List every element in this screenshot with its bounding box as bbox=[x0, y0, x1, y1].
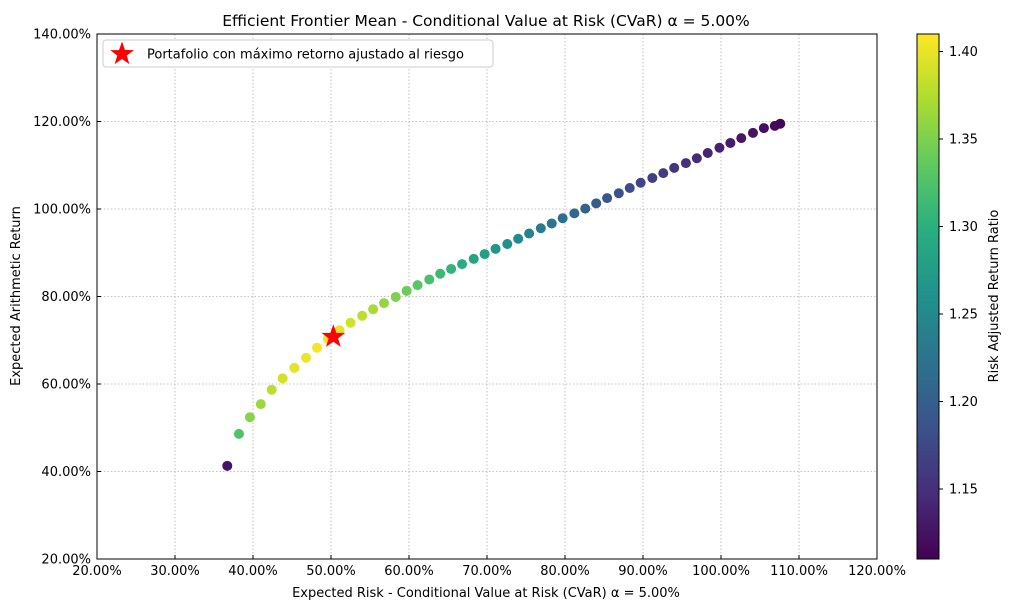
colorbar: 1.15 1.20 1.25 1.30 1.35 1.40 Risk Adjusted R… bbox=[916, 33, 1002, 560]
colorbar-tick-label: 1.15 bbox=[949, 483, 978, 498]
scatter-point bbox=[412, 280, 423, 291]
scatter-point bbox=[457, 259, 468, 270]
x-axis-label: Expected Risk - Conditional Value at Ris… bbox=[292, 586, 680, 601]
scatter-point bbox=[435, 268, 446, 279]
x-tick-label: 110.00% bbox=[770, 564, 828, 579]
scatter-point bbox=[502, 239, 513, 249]
scatter-point bbox=[446, 263, 457, 274]
scatter-point bbox=[591, 198, 602, 209]
scatter-point bbox=[535, 223, 546, 234]
y-axis-label: Expected Arithmetic Return bbox=[9, 206, 24, 386]
scatter-point bbox=[669, 162, 680, 173]
colorbar-tick-label: 1.30 bbox=[949, 220, 978, 235]
scatter-point bbox=[289, 362, 300, 373]
scatter-point bbox=[557, 213, 568, 224]
scatter-point bbox=[301, 352, 312, 363]
x-tick-label: 70.00% bbox=[462, 564, 512, 579]
y-tick-label: 20.00% bbox=[41, 553, 91, 568]
x-tick-label: 100.00% bbox=[692, 564, 750, 579]
legend-star-marker bbox=[110, 41, 134, 65]
scatter-point bbox=[266, 384, 277, 395]
scatter-point bbox=[680, 158, 691, 169]
scatter-point bbox=[222, 460, 233, 471]
colorbar-ticks: 1.15 1.20 1.25 1.30 1.35 1.40 bbox=[939, 45, 978, 498]
scatter-point bbox=[513, 233, 524, 244]
colorbar-tick-label: 1.25 bbox=[949, 308, 978, 323]
colorbar-gradient bbox=[917, 34, 939, 559]
y-axis-ticks: 20.00% 40.00% 60.00% 80.00% 100.00% 120.00% 14… bbox=[33, 28, 101, 568]
scatter-point bbox=[401, 285, 412, 296]
scatter-point bbox=[390, 291, 401, 302]
colorbar-tick-label: 1.35 bbox=[949, 133, 978, 148]
scatter-point bbox=[233, 428, 244, 439]
x-tick-label: 20.00% bbox=[72, 564, 122, 579]
scatter-point bbox=[468, 253, 479, 264]
x-tick-label: 80.00% bbox=[540, 564, 590, 579]
scatter-point bbox=[602, 193, 613, 204]
colorbar-frame bbox=[916, 33, 940, 560]
scatter-point bbox=[334, 325, 345, 336]
scatter-point bbox=[613, 188, 624, 199]
scatter-point bbox=[277, 373, 288, 384]
scatter-point bbox=[357, 310, 368, 321]
y-tick-label: 140.00% bbox=[33, 28, 91, 43]
scatter-point bbox=[569, 208, 580, 219]
scatter-point bbox=[490, 243, 501, 254]
scatter-point bbox=[580, 203, 591, 214]
scatter-point bbox=[524, 228, 535, 239]
data-points bbox=[222, 118, 786, 471]
scatter-point bbox=[714, 142, 725, 153]
legend: Portafolio con máximo retorno ajustado a… bbox=[102, 39, 494, 68]
scatter-point bbox=[747, 127, 758, 138]
scatter-point bbox=[244, 412, 255, 423]
x-tick-label: 120.00% bbox=[848, 564, 906, 579]
scatter-point bbox=[635, 177, 646, 188]
y-tick-label: 40.00% bbox=[41, 465, 91, 480]
colorbar-label: Risk Adjusted Return Ratio bbox=[987, 210, 1002, 383]
colorbar-tick-label: 1.20 bbox=[949, 395, 978, 410]
scatter-point bbox=[424, 274, 435, 285]
grid bbox=[96, 33, 878, 560]
scatter-point bbox=[368, 304, 379, 315]
scatter-point bbox=[311, 342, 322, 353]
highlight-layer bbox=[321, 324, 346, 347]
scatter-point bbox=[775, 118, 786, 129]
scatter-point bbox=[758, 123, 769, 134]
scatter-point bbox=[345, 317, 356, 328]
x-tick-label: 30.00% bbox=[150, 564, 200, 579]
scatter-point bbox=[658, 168, 669, 179]
scatter-point bbox=[546, 218, 557, 229]
x-tick-label: 90.00% bbox=[618, 564, 668, 579]
y-tick-label: 60.00% bbox=[41, 378, 91, 393]
scatter-point bbox=[379, 298, 390, 309]
scatter-point bbox=[691, 153, 702, 164]
max-risk-adjusted-star bbox=[321, 324, 346, 347]
y-tick-label: 100.00% bbox=[33, 203, 91, 218]
legend-label: Portafolio con máximo retorno ajustado a… bbox=[147, 48, 464, 63]
scatter-point bbox=[702, 148, 713, 158]
y-tick-label: 80.00% bbox=[41, 290, 91, 305]
scatter-point bbox=[736, 133, 747, 144]
scatter-point bbox=[624, 183, 635, 193]
x-axis-ticks: 20.00% 30.00% 40.00% 50.00% 60.00% 70.00% 80.0… bbox=[72, 555, 906, 579]
colorbar-tick-label: 1.40 bbox=[949, 45, 978, 60]
x-tick-label: 50.00% bbox=[306, 564, 356, 579]
scatter-point bbox=[479, 249, 490, 260]
chart-title: Efficient Frontier Mean - Conditional Va… bbox=[222, 12, 750, 30]
scatter-point bbox=[725, 137, 736, 148]
legend-box bbox=[102, 39, 494, 68]
scatter-point bbox=[647, 172, 658, 183]
x-tick-label: 60.00% bbox=[384, 564, 434, 579]
scatter-point bbox=[255, 399, 266, 410]
y-tick-label: 120.00% bbox=[33, 115, 91, 130]
x-tick-label: 40.00% bbox=[228, 564, 278, 579]
